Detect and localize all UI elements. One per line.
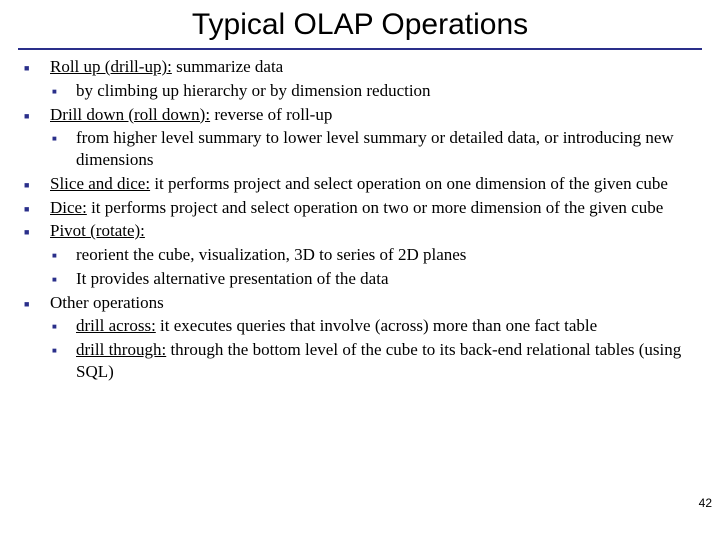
list-item-rest: it performs project and select operation… bbox=[150, 174, 668, 193]
sub-list-item-text: drill across: it executes queries that i… bbox=[76, 315, 696, 337]
square-bullet-icon: ■ bbox=[52, 268, 76, 285]
sub-list-item: ■from higher level summary to lower leve… bbox=[52, 127, 696, 171]
list-item-rest: it performs project and select operation… bbox=[87, 198, 663, 217]
list-item-text: Dice: it performs project and select ope… bbox=[50, 197, 696, 219]
square-bullet-icon: ■ bbox=[52, 80, 76, 97]
list-item-text: Slice and dice: it performs project and … bbox=[50, 173, 696, 195]
underlined-term: Drill down (roll down): bbox=[50, 105, 210, 124]
square-bullet-icon: ■ bbox=[52, 339, 76, 356]
list-item: ■Dice: it performs project and select op… bbox=[24, 197, 696, 219]
square-bullet-icon: ■ bbox=[52, 244, 76, 261]
list-item-rest: reverse of roll-up bbox=[210, 105, 332, 124]
sub-list-item: ■It provides alternative presentation of… bbox=[52, 268, 696, 290]
sub-list-item-text: from higher level summary to lower level… bbox=[76, 127, 696, 171]
underlined-term: drill across: bbox=[76, 316, 156, 335]
sub-list-item: ■by climbing up hierarchy or by dimensio… bbox=[52, 80, 696, 102]
slide-title: Typical OLAP Operations bbox=[0, 8, 720, 42]
underlined-term: drill through: bbox=[76, 340, 166, 359]
list-item-text: Pivot (rotate): bbox=[50, 220, 696, 242]
sub-list-item: ■drill across: it executes queries that … bbox=[52, 315, 696, 337]
list-item-text: Other operations bbox=[50, 292, 696, 314]
slide-content: ■Roll up (drill-up): summarize data■by c… bbox=[0, 56, 720, 383]
underlined-term: Roll up (drill-up): bbox=[50, 57, 172, 76]
square-bullet-icon: ■ bbox=[24, 56, 50, 75]
list-item-rest: Other operations bbox=[50, 293, 164, 312]
list-item: ■Pivot (rotate): bbox=[24, 220, 696, 242]
title-rule bbox=[18, 48, 702, 50]
list-item-rest: summarize data bbox=[172, 57, 283, 76]
square-bullet-icon: ■ bbox=[24, 292, 50, 311]
sub-list-item: ■drill through: through the bottom level… bbox=[52, 339, 696, 383]
underlined-term: Pivot (rotate): bbox=[50, 221, 145, 240]
square-bullet-icon: ■ bbox=[24, 173, 50, 192]
list-item: ■Other operations bbox=[24, 292, 696, 314]
underlined-term: Dice: bbox=[50, 198, 87, 217]
list-item: ■Drill down (roll down): reverse of roll… bbox=[24, 104, 696, 126]
square-bullet-icon: ■ bbox=[24, 220, 50, 239]
page-number: 42 bbox=[699, 496, 712, 510]
sub-list-item-text: by climbing up hierarchy or by dimension… bbox=[76, 80, 696, 102]
sub-list-item-text: It provides alternative presentation of … bbox=[76, 268, 696, 290]
square-bullet-icon: ■ bbox=[52, 127, 76, 144]
square-bullet-icon: ■ bbox=[52, 315, 76, 332]
sub-list-item-rest: it executes queries that involve (across… bbox=[156, 316, 597, 335]
list-item-text: Roll up (drill-up): summarize data bbox=[50, 56, 696, 78]
sub-list-item-text: drill through: through the bottom level … bbox=[76, 339, 696, 383]
list-item: ■Slice and dice: it performs project and… bbox=[24, 173, 696, 195]
sub-list-item-rest: through the bottom level of the cube to … bbox=[76, 340, 681, 381]
list-item-text: Drill down (roll down): reverse of roll-… bbox=[50, 104, 696, 126]
square-bullet-icon: ■ bbox=[24, 104, 50, 123]
underlined-term: Slice and dice: bbox=[50, 174, 150, 193]
slide: Typical OLAP Operations ■Roll up (drill-… bbox=[0, 0, 720, 540]
sub-list-item-text: reorient the cube, visualization, 3D to … bbox=[76, 244, 696, 266]
list-item: ■Roll up (drill-up): summarize data bbox=[24, 56, 696, 78]
square-bullet-icon: ■ bbox=[24, 197, 50, 216]
sub-list-item: ■reorient the cube, visualization, 3D to… bbox=[52, 244, 696, 266]
